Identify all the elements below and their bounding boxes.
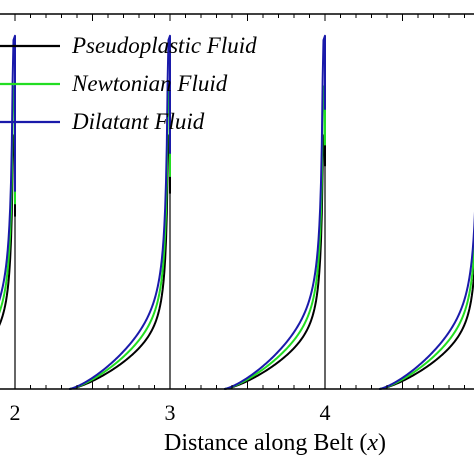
x-axis-title: Distance along Belt (x): [164, 430, 386, 456]
series-line-dilatant-fluid: [224, 34, 326, 390]
series-line-newtonian-fluid: [224, 83, 326, 390]
series-line-dilatant-fluid: [379, 211, 474, 390]
x-tick-label: 3: [165, 400, 176, 425]
series-line-pseudoplastic-fluid: [379, 261, 474, 390]
legend-label: Pseudoplastic Fluid: [71, 33, 257, 58]
series-line-pseudoplastic-fluid: [69, 132, 171, 390]
series-line-newtonian-fluid: [379, 236, 474, 390]
x-tick-label: 4: [320, 400, 331, 425]
legend: Pseudoplastic Fluid Newtonian Fluid Dilata…: [0, 33, 257, 134]
series-line-dilatant-fluid: [69, 34, 171, 390]
x-tick-label: 2: [10, 400, 21, 425]
chart-series-group: [0, 34, 474, 390]
x-axis: 2 3 4: [0, 13, 474, 425]
legend-label: Newtonian Fluid: [71, 71, 228, 96]
legend-label: Dilatant Fluid: [71, 109, 205, 134]
series-line-pseudoplastic-fluid: [224, 132, 326, 390]
